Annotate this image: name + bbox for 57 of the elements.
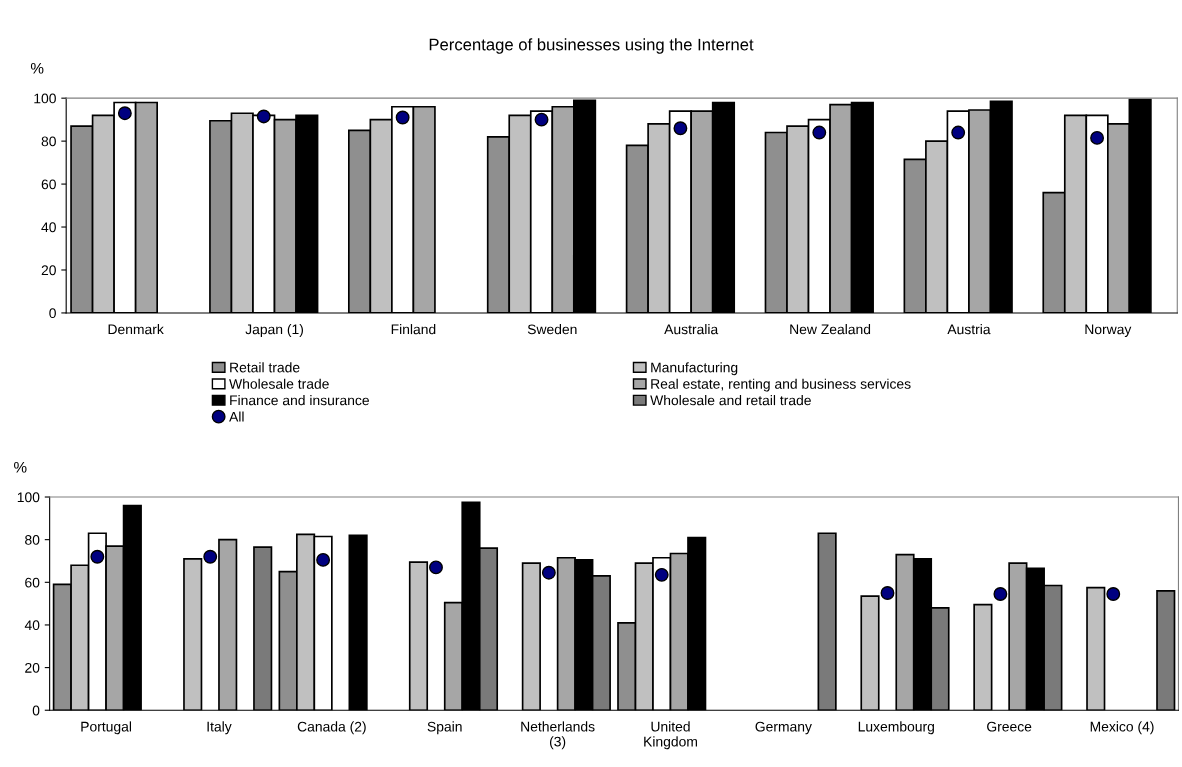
point (880, 586, 895, 600)
point (90, 549, 105, 564)
point (316, 552, 331, 567)
point (1106, 587, 1121, 601)
x-tick-label: United Kingdom (644, 721, 697, 750)
x-tick-label: Netherlands (3) (521, 721, 595, 750)
x-tick-label: New Zealand (790, 324, 871, 335)
legend-label: Wholesale trade (229, 378, 329, 389)
point (951, 125, 966, 140)
y-axis-title: % (30, 62, 44, 74)
point (673, 121, 688, 136)
y-tick-label: 60 (25, 577, 40, 588)
point (203, 549, 218, 564)
x-tick-label: Austria (947, 324, 991, 335)
x-tick-label: Italy (207, 721, 232, 735)
x-tick-label: Luxembourg (858, 721, 934, 735)
legend-label: Manufacturing (651, 362, 738, 376)
y-tick-label: 80 (41, 136, 56, 147)
legend-label: All (229, 411, 244, 422)
x-tick-label: Denmark (108, 324, 164, 335)
point (541, 565, 556, 580)
y-tick-label: 0 (49, 308, 56, 319)
chart-title: Percentage of businesses using the Internet (429, 38, 754, 54)
y-tick-label: 80 (25, 535, 40, 545)
point (117, 106, 132, 121)
legend-label: Finance and insurance (230, 395, 369, 406)
y-tick-label: 60 (41, 179, 56, 190)
y-tick-label: 100 (34, 93, 56, 104)
point (1090, 130, 1105, 145)
y-tick-label: 20 (41, 265, 56, 276)
point (654, 567, 669, 582)
y-axis-title: % (14, 461, 27, 473)
x-tick-label: Germany (755, 721, 812, 735)
point (429, 560, 443, 575)
x-tick-label: Norway (1085, 324, 1132, 337)
x-tick-label: Spain (427, 721, 462, 735)
point (256, 109, 271, 124)
y-tick-label: 0 (32, 705, 40, 716)
x-tick-label: Australia (664, 324, 719, 335)
x-tick-label: Japan (1) (245, 324, 303, 337)
x-tick-label: Finland (391, 324, 436, 335)
legend-label: Real estate, renting and business services (651, 378, 911, 392)
x-tick-label: Sweden (527, 324, 577, 335)
point (534, 112, 549, 127)
x-tick-label: Greece (987, 721, 1032, 732)
legend-label: Retail trade (230, 362, 300, 373)
y-tick-label: 40 (41, 222, 56, 233)
x-tick-label: Portugal (81, 721, 132, 735)
point (395, 110, 410, 125)
x-tick-label: Canada (2) (297, 721, 366, 735)
point (812, 125, 827, 140)
point (993, 587, 1008, 601)
x-tick-label: Mexico (4) (1090, 721, 1154, 735)
y-tick-label: 20 (25, 662, 40, 673)
y-tick-label: 100 (17, 492, 40, 503)
legend-label: Wholesale and retail trade (650, 395, 811, 406)
y-tick-label: 40 (24, 620, 40, 631)
